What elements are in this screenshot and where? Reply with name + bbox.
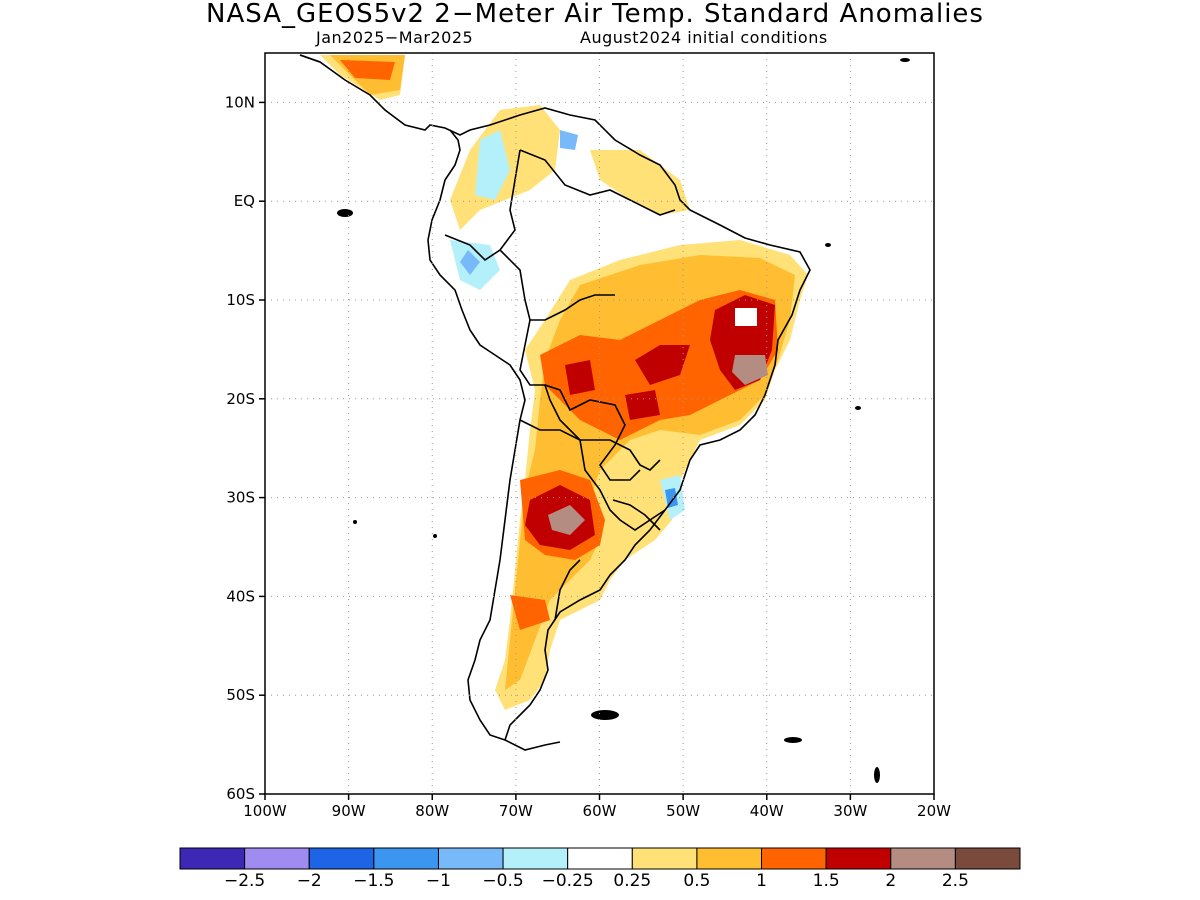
lat-tick-label: 60S bbox=[226, 785, 255, 803]
lat-tick-label: 10S bbox=[226, 291, 255, 309]
colorbar-swatch bbox=[244, 847, 310, 870]
colorbar-label: 1 bbox=[756, 871, 767, 891]
colorbar-swatch bbox=[567, 847, 633, 870]
colorbar-swatch bbox=[761, 847, 827, 870]
colorbar-swatch bbox=[437, 847, 504, 870]
lon-tick-label: 30W bbox=[833, 802, 867, 820]
colorbar-swatch bbox=[890, 847, 956, 870]
latitude-axis: 10N EQ 10S 20S 30S 40S 50S 60S bbox=[225, 93, 265, 803]
colorbar-swatch bbox=[502, 847, 569, 870]
colorbar-swatch bbox=[373, 847, 439, 870]
lon-tick-label: 20W bbox=[917, 802, 951, 820]
colorbar-label: −0.5 bbox=[482, 871, 523, 891]
lon-tick-label: 90W bbox=[332, 802, 366, 820]
colorbar-label: 2.5 bbox=[942, 871, 969, 891]
colorbar-label: 2 bbox=[885, 871, 896, 891]
islands bbox=[337, 58, 910, 783]
anomaly-fill-2.5 bbox=[732, 355, 768, 385]
lat-tick-label: 30S bbox=[226, 489, 255, 507]
colorbar-swatch bbox=[631, 847, 698, 870]
lon-tick-label: 80W bbox=[415, 802, 449, 820]
colorbar-label: 0.25 bbox=[613, 871, 651, 891]
anomaly-fill-neg-0.5 bbox=[560, 130, 578, 150]
colorbar-swatch bbox=[179, 847, 246, 870]
colorbar-swatch bbox=[954, 847, 1021, 870]
colorbar-label: −2.5 bbox=[224, 871, 265, 891]
colorbar-swatch bbox=[825, 847, 892, 870]
period-subtitle: Jan2025−Mar2025 bbox=[316, 28, 474, 47]
colorbar-label: −1 bbox=[426, 871, 451, 891]
lat-tick-label: 50S bbox=[226, 686, 255, 704]
colorbar-label: −2 bbox=[297, 871, 322, 891]
lat-tick-label: 10N bbox=[225, 93, 255, 111]
anomaly-field bbox=[320, 55, 808, 710]
lon-tick-label: 100W bbox=[243, 802, 287, 820]
colorbar: −2.5 −2 −1.5 −1 −0.5 −0.25 0.25 0.5 1 1.5 2 2.5 bbox=[179, 847, 1021, 891]
lat-tick-label: 40S bbox=[226, 587, 255, 605]
lat-tick-label: 20S bbox=[226, 390, 255, 408]
colorbar-label: 0.5 bbox=[683, 871, 710, 891]
lon-tick-label: 60W bbox=[583, 802, 617, 820]
colorbar-swatch bbox=[308, 847, 375, 870]
longitude-axis: 100W 90W 80W 70W 60W 50W 40W 30W 20W bbox=[243, 794, 951, 820]
colorbar-label: 1.5 bbox=[813, 871, 840, 891]
colorbar-label: −0.25 bbox=[542, 871, 594, 891]
colorbar-label: −1.5 bbox=[353, 871, 394, 891]
coastlines bbox=[299, 54, 811, 751]
lon-tick-label: 40W bbox=[750, 802, 784, 820]
colorbar-swatch bbox=[696, 847, 763, 870]
lon-tick-label: 50W bbox=[666, 802, 700, 820]
lat-tick-label: EQ bbox=[234, 192, 255, 210]
initial-conditions-subtitle: August2024 initial conditions bbox=[580, 28, 828, 47]
lon-tick-label: 70W bbox=[499, 802, 533, 820]
map-title: NASA_GEOS5v2 2−Meter Air Temp. Standard … bbox=[206, 0, 984, 29]
